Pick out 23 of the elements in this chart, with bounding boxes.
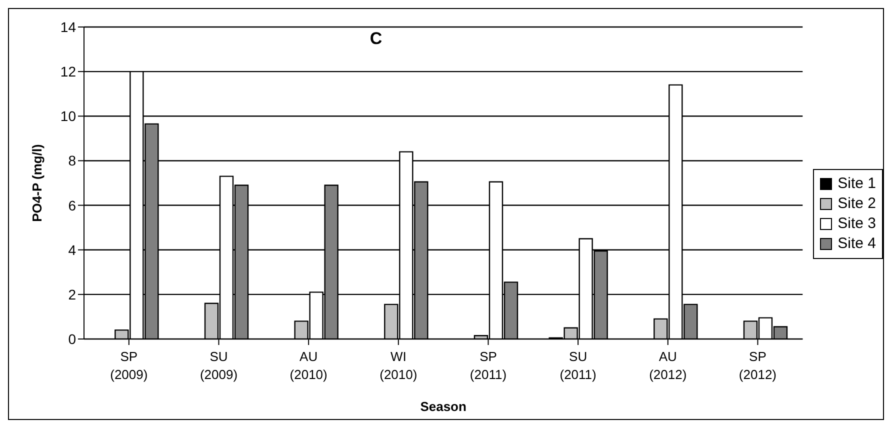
x-tick-label: AU (2012) (649, 349, 687, 382)
y-tick-label: 0 (68, 330, 76, 347)
x-tick-label: SP (2009) (110, 349, 148, 382)
y-tick-label: 14 (60, 18, 76, 35)
legend-label: Site 1 (838, 174, 876, 194)
y-tick-label: 8 (68, 152, 76, 169)
legend-label: Site 4 (838, 234, 876, 254)
legend-label: Site 2 (838, 194, 876, 214)
x-tick-label: SP (2012) (738, 349, 777, 382)
x-tick-label: SP (2011) (470, 349, 507, 382)
x-axis-title: Season (420, 399, 466, 414)
y-tick-label: 6 (68, 197, 76, 214)
x-tick-label: WI (2010) (380, 349, 418, 382)
y-tick-label: 4 (68, 242, 76, 258)
chart-title: C (370, 29, 382, 48)
x-tick-label: SU (2011) (560, 349, 596, 382)
y-tick-label: 2 (68, 286, 76, 302)
y-axis-title: PO4-P (mg/l) (30, 144, 45, 222)
x-tick-label: SU (2009) (200, 349, 238, 382)
legend-label: Site 3 (838, 214, 876, 234)
y-tick-label: 10 (60, 108, 76, 124)
x-tick-label: AU (2010) (290, 349, 328, 382)
y-tick-label: 12 (60, 64, 76, 80)
